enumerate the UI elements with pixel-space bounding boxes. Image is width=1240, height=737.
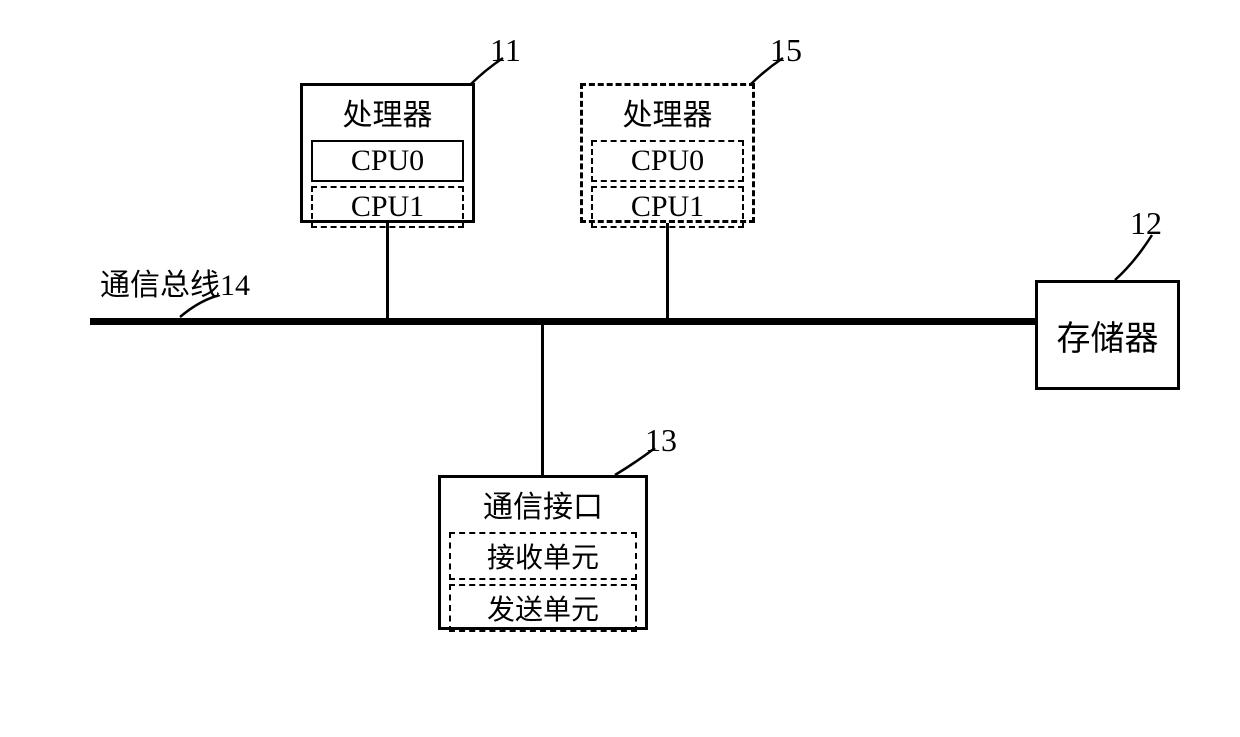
memory-12-leader [1110,232,1165,282]
communication-bus-line [90,318,1035,325]
processor-15-title: 处理器 [583,86,752,136]
comm-interface-13-rx: 接收单元 [449,532,637,580]
processor-15-leader [745,55,795,90]
processor-15-cpu1: CPU1 [591,186,744,228]
memory-12-block: 存储器 [1035,280,1180,390]
comm-interface-13-tx: 发送单元 [449,584,637,632]
processor-11-title: 处理器 [303,86,472,136]
processor-11-cpu0: CPU0 [311,140,464,182]
comm-interface-13-connector [541,325,544,475]
processor-15-connector [666,223,669,318]
system-block-diagram: 通信总线14 处理器 CPU0 CPU1 11 处理器 CPU0 CPU1 15… [0,0,1240,737]
comm-interface-13-leader [610,445,665,480]
processor-11-leader [465,55,515,90]
bus-leader [170,295,230,325]
processor-15-cpu0: CPU0 [591,140,744,182]
memory-12-title: 存储器 [1047,281,1169,390]
processor-11-cpu1: CPU1 [311,186,464,228]
processor-11-block: 处理器 CPU0 CPU1 [300,83,475,223]
processor-11-connector [386,223,389,318]
processor-15-block: 处理器 CPU0 CPU1 [580,83,755,223]
comm-interface-13-block: 通信接口 接收单元 发送单元 [438,475,648,630]
comm-interface-13-title: 通信接口 [441,478,645,528]
